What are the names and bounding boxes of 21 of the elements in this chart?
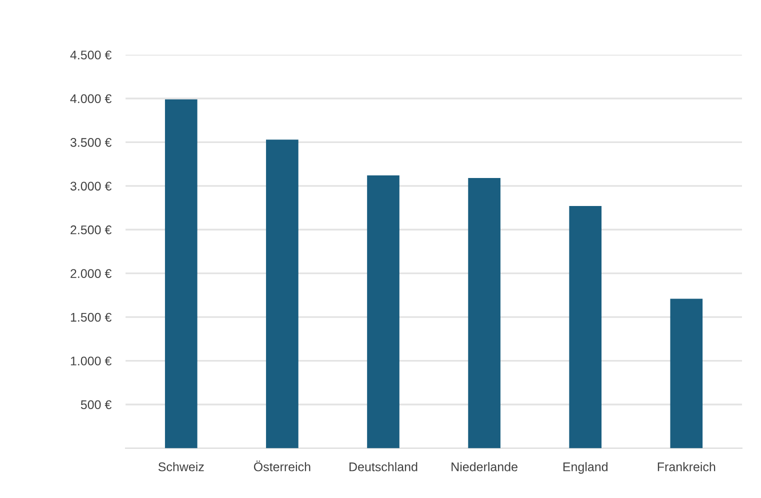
bar xyxy=(164,99,198,448)
x-tick-label: Niederlande xyxy=(452,462,518,472)
y-tick-label: 2.500 € xyxy=(70,225,112,234)
y-tick-label: 1.000 € xyxy=(70,356,112,366)
x-tick-label: England xyxy=(563,462,608,474)
x-tick-label: Frankreich xyxy=(658,462,716,472)
y-tick-label: 1.500 € xyxy=(70,312,112,322)
y-tick-label: 3.000 € xyxy=(70,182,112,191)
y-tick-label: 3.500 € xyxy=(70,138,112,147)
bar xyxy=(569,206,602,448)
y-tick-label: 500 € xyxy=(80,400,112,410)
x-tick-label: Deutschland xyxy=(350,462,418,472)
y-tick-label: 4.000 € xyxy=(70,94,112,104)
bar xyxy=(266,140,298,448)
y-tick-label: 4.500 € xyxy=(70,50,112,60)
y-tick-label: 2.000 € xyxy=(70,269,112,278)
x-tick-label: Schweiz xyxy=(158,462,204,472)
x-tick-label: Österreich xyxy=(254,460,310,472)
bar xyxy=(367,175,400,448)
bar xyxy=(468,178,500,448)
bar xyxy=(670,298,703,448)
